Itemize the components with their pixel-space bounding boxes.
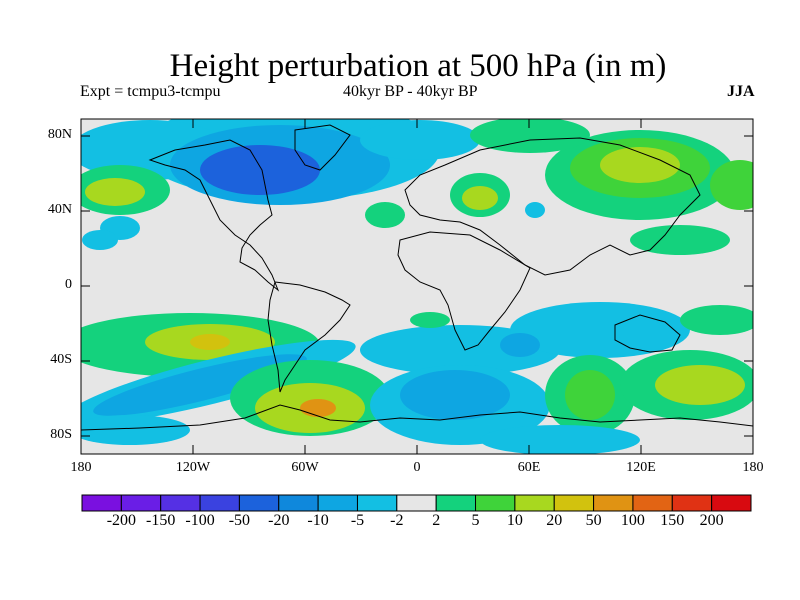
colorbar-label: -150 [146,512,176,529]
y-tick-label: 40N [47,202,72,217]
x-tick-label: 60E [517,460,541,475]
contour-fills [81,119,753,454]
north-atlantic-fills [81,160,753,255]
experiment-label: Expt = tcmpu3-tcmpu [80,83,221,100]
colorbar-swatch [711,494,752,512]
colorbar-label: -100 [185,512,215,529]
colorbar-swatch [475,494,516,512]
colorbar-swatch [238,494,280,512]
colorbar-label: 100 [620,512,645,529]
colorbar-label: -2 [390,512,404,529]
eurasia-coast [404,137,701,276]
australia-coast [614,314,681,353]
x-tick-label: 120E [626,460,656,475]
colorbar-swatch [278,494,319,512]
coastlines [81,124,753,431]
north-america-coast [148,139,280,292]
colorbar-swatch [120,494,162,512]
y-tick-label: 80S [50,427,72,442]
x-tick-label: 120W [175,460,211,475]
colorbar-label: -200 [106,512,137,529]
colorbar-swatch [160,494,201,512]
greenland-coast [294,124,351,171]
south-america-coast [267,281,351,393]
colorbar-label: -50 [228,512,251,529]
colorbar-swatch [199,494,240,512]
period-label: 40kyr BP - 40kyr BP [343,83,478,100]
x-tick-label: 180 [70,460,92,475]
colorbar-label: -5 [350,512,365,529]
colorbar-swatch [632,494,673,512]
season-label: JJA [727,83,755,100]
arctic-low [81,119,480,205]
colorbar-swatch [81,494,122,512]
colorbar-label: -10 [307,512,329,529]
colorbar-label: 10 [506,512,523,529]
y-tick-label: 80N [47,127,72,142]
colorbar-swatch [435,494,477,512]
x-tick-label: 180 [742,460,764,475]
colorbar-swatch [671,494,713,512]
colorbar-swatch [593,494,634,512]
north-pacific-high [470,119,735,220]
colorbar-swatch [356,494,398,512]
colorbar-label: 200 [699,512,724,529]
antarctica-coast [81,404,753,431]
axis-ticks [81,119,753,454]
colorbar-label: 5 [471,512,480,529]
y-tick-label: 40S [50,352,72,367]
colorbar-label: 150 [660,512,685,529]
colorbar-label: -20 [268,512,290,529]
y-tick-label: 0 [65,277,72,292]
chart-title: Height perturbation at 500 hPa (in m) [169,48,667,84]
colorbar [81,494,752,512]
colorbar-swatch [514,494,555,512]
africa-coast [397,231,531,351]
colorbar-swatch [396,494,437,512]
x-tick-label: 0 [413,460,421,475]
southern-ocean-fills [81,350,753,454]
colorbar-swatch [553,494,595,512]
colorbar-label: 2 [432,512,441,529]
colorbar-label: 20 [546,512,563,529]
colorbar-label: 50 [585,512,602,529]
colorbar-swatch [317,494,358,512]
x-tick-label: 60W [291,460,319,475]
